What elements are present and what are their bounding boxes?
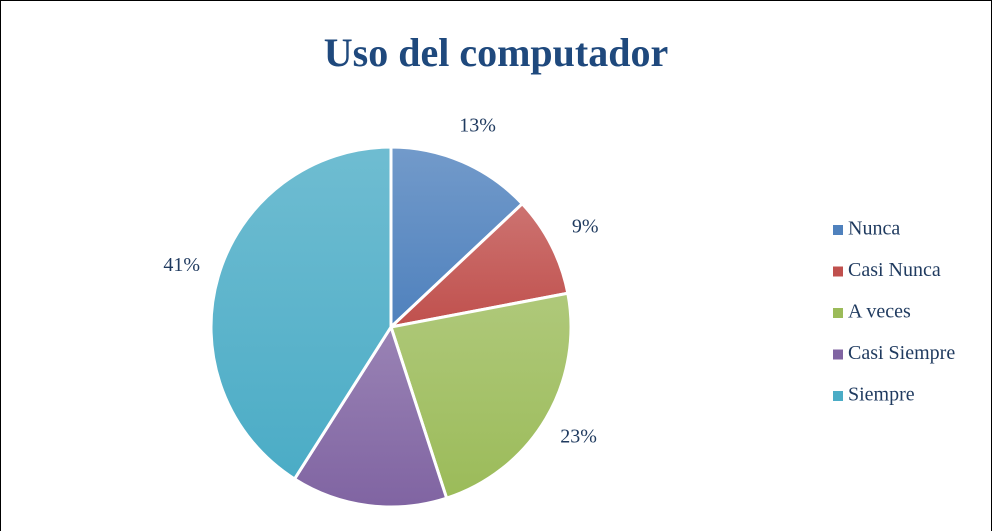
data-label: 9% [572,216,599,238]
legend-label: Siempre [848,384,915,406]
legend-swatch [833,349,843,360]
pie-slice [386,201,570,330]
legend-label: Casi Siempre [848,342,955,364]
pie-slice [389,145,525,331]
legend-swatch [833,308,843,318]
pie-slice [292,323,449,509]
legend-label: A veces [848,301,911,323]
legend-swatch [833,391,843,401]
data-label: 23% [560,426,597,448]
legend-label: Nunca [848,218,900,240]
pie-slice [389,291,573,501]
legend-swatch [833,225,843,235]
data-label: 13% [459,115,496,137]
data-label: 41% [163,254,200,276]
legend-swatch [833,266,843,277]
legend-label: Casi Nunca [848,259,941,281]
chart-title: Uso del computador [324,30,668,75]
pie-slice [209,145,393,482]
